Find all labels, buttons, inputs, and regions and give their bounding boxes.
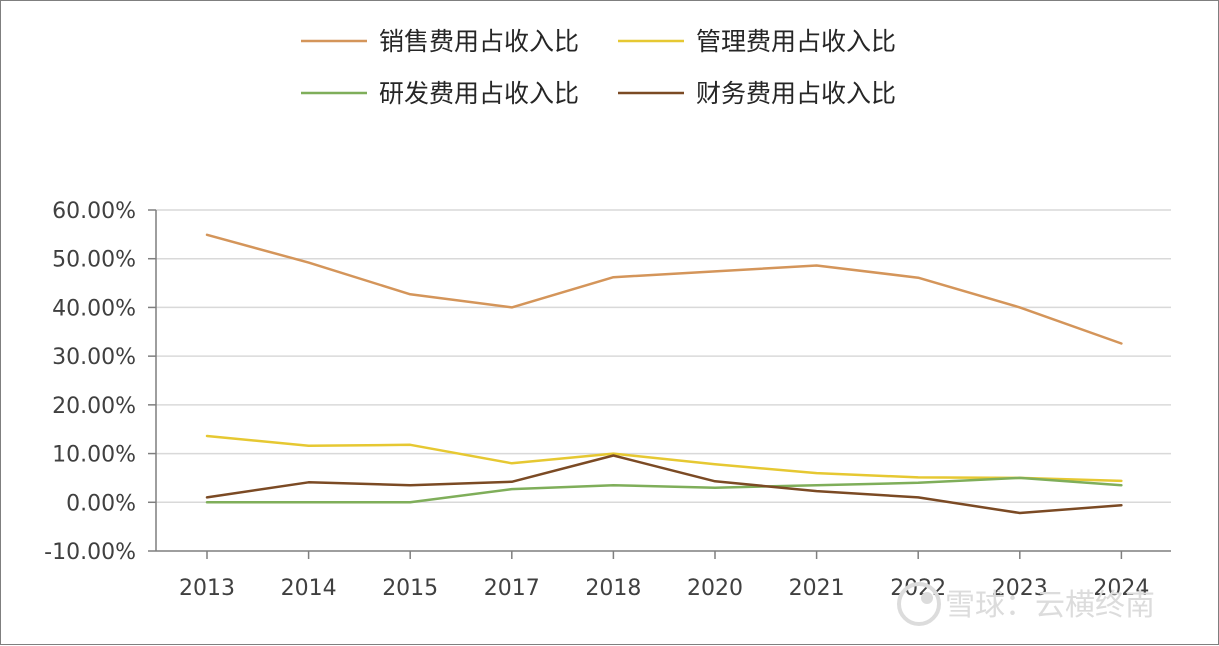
watermark-text: 雪球：云横终南: [945, 588, 1155, 623]
y-tick-label: 60.00%: [52, 199, 136, 224]
y-tick-label: 0.00%: [66, 491, 136, 516]
x-tick-label: 2013: [179, 576, 235, 601]
y-tick-label: 50.00%: [52, 248, 136, 273]
series-line-1: [207, 235, 1121, 344]
series-line-4: [207, 456, 1121, 514]
x-tick-label: 2021: [789, 576, 845, 601]
x-tick-label: 2017: [484, 576, 540, 601]
y-tick-label: -10.00%: [44, 540, 136, 565]
legend-label: 销售费用占收入比: [379, 27, 579, 56]
x-tick-label: 2018: [585, 576, 641, 601]
x-tick-label: 2014: [281, 576, 337, 601]
y-tick-label: 10.00%: [52, 443, 136, 468]
x-tick-label: 2020: [687, 576, 743, 601]
x-tick-label: 2015: [382, 576, 438, 601]
legend-label: 财务费用占收入比: [696, 79, 896, 108]
series-line-2: [207, 436, 1121, 481]
legend-label: 管理费用占收入比: [696, 27, 896, 56]
series-line-3: [207, 478, 1121, 502]
series-lines: [207, 235, 1122, 513]
y-axis-tick-labels: 60.00% 50.00% 40.00% 30.00% 20.00% 10.00% 0.00…: [44, 199, 136, 565]
y-tick-label: 20.00%: [52, 394, 136, 419]
legend-label: 研发费用占收入比: [379, 79, 579, 108]
y-tick-label: 30.00%: [52, 345, 136, 370]
y-tick-label: 40.00%: [52, 296, 136, 321]
axes: [148, 210, 1171, 559]
